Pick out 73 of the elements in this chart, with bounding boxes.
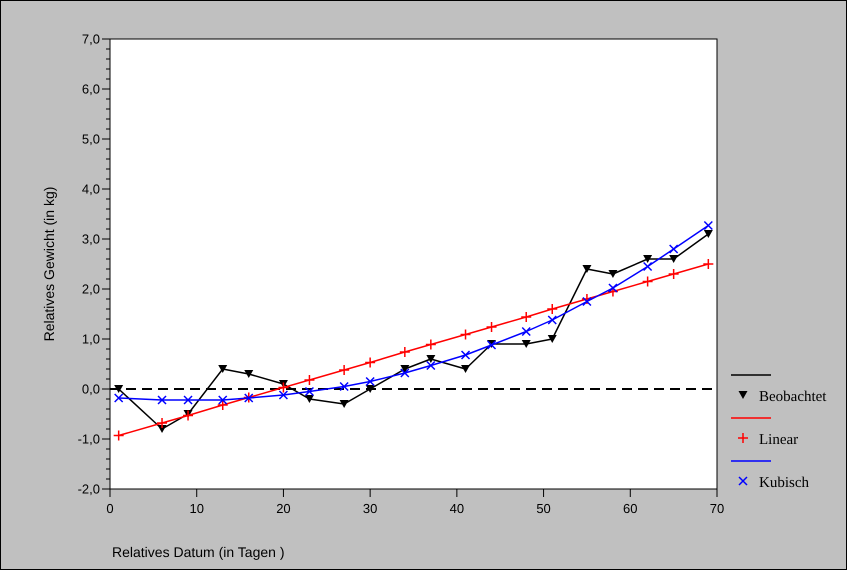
point bbox=[244, 370, 254, 378]
point bbox=[218, 395, 228, 405]
x-axis-title: Relatives Datum (in Tagen ) bbox=[112, 544, 284, 560]
point bbox=[304, 374, 316, 386]
point bbox=[156, 417, 168, 429]
x-tick-label: 20 bbox=[276, 501, 291, 516]
point bbox=[183, 395, 193, 405]
point bbox=[642, 276, 654, 288]
point bbox=[608, 283, 618, 293]
point bbox=[547, 315, 557, 325]
point bbox=[546, 303, 558, 315]
point bbox=[339, 382, 349, 392]
point bbox=[364, 356, 376, 368]
point bbox=[668, 244, 678, 254]
y-tick-label: 3,0 bbox=[82, 232, 100, 247]
legend-label: Linear bbox=[759, 432, 798, 448]
point bbox=[460, 328, 472, 340]
point bbox=[340, 400, 349, 408]
point bbox=[486, 321, 498, 333]
x-tick-label: 30 bbox=[362, 501, 378, 516]
point bbox=[399, 346, 411, 358]
y-tick-label: 6,0 bbox=[82, 82, 100, 97]
x-tick-label: 70 bbox=[710, 501, 724, 516]
y-tick-label: 0,0 bbox=[82, 382, 100, 397]
point bbox=[582, 265, 592, 273]
point bbox=[366, 385, 375, 393]
y-tick-label: 2,0 bbox=[82, 282, 100, 297]
x-tick-label: 10 bbox=[189, 501, 204, 516]
point bbox=[278, 390, 288, 400]
y-tick-label: 4,0 bbox=[82, 182, 100, 197]
point bbox=[114, 385, 124, 393]
y-tick-label: -1,0 bbox=[78, 432, 100, 447]
point bbox=[157, 395, 167, 405]
point bbox=[400, 368, 410, 378]
point bbox=[112, 430, 124, 442]
point bbox=[582, 296, 592, 306]
point bbox=[426, 360, 436, 370]
y-tick-label: 7,0 bbox=[82, 32, 100, 47]
point bbox=[704, 230, 713, 238]
point bbox=[461, 365, 470, 373]
y-tick-label: 1,0 bbox=[82, 332, 100, 347]
point bbox=[182, 410, 194, 422]
legend-label: Kubisch bbox=[759, 475, 810, 491]
x-tick-label: 0 bbox=[106, 501, 114, 516]
x-tick-label: 60 bbox=[623, 501, 638, 516]
point bbox=[702, 258, 714, 270]
x-tick-label: 50 bbox=[536, 501, 551, 516]
point bbox=[669, 255, 678, 263]
legend-label: Beobachtet bbox=[759, 389, 828, 405]
point bbox=[304, 395, 314, 403]
point bbox=[114, 393, 124, 403]
point bbox=[668, 268, 680, 280]
point bbox=[338, 364, 350, 376]
point bbox=[704, 220, 714, 230]
y-tick-label: -2,0 bbox=[78, 482, 100, 497]
point bbox=[278, 382, 290, 394]
point bbox=[520, 311, 532, 323]
point bbox=[521, 326, 531, 336]
y-axis-title: Relatives Gewicht (in kg) bbox=[41, 186, 57, 342]
point bbox=[365, 376, 375, 386]
point bbox=[400, 365, 410, 373]
point bbox=[304, 386, 314, 396]
y-tick-label: 5,0 bbox=[82, 132, 100, 147]
point bbox=[426, 355, 436, 363]
point bbox=[643, 255, 652, 263]
point bbox=[522, 340, 531, 348]
point bbox=[460, 350, 470, 360]
point bbox=[608, 270, 618, 278]
point bbox=[548, 335, 557, 343]
x-tick-label: 40 bbox=[450, 501, 464, 516]
point bbox=[218, 365, 228, 373]
point bbox=[642, 262, 652, 272]
point bbox=[425, 338, 437, 350]
